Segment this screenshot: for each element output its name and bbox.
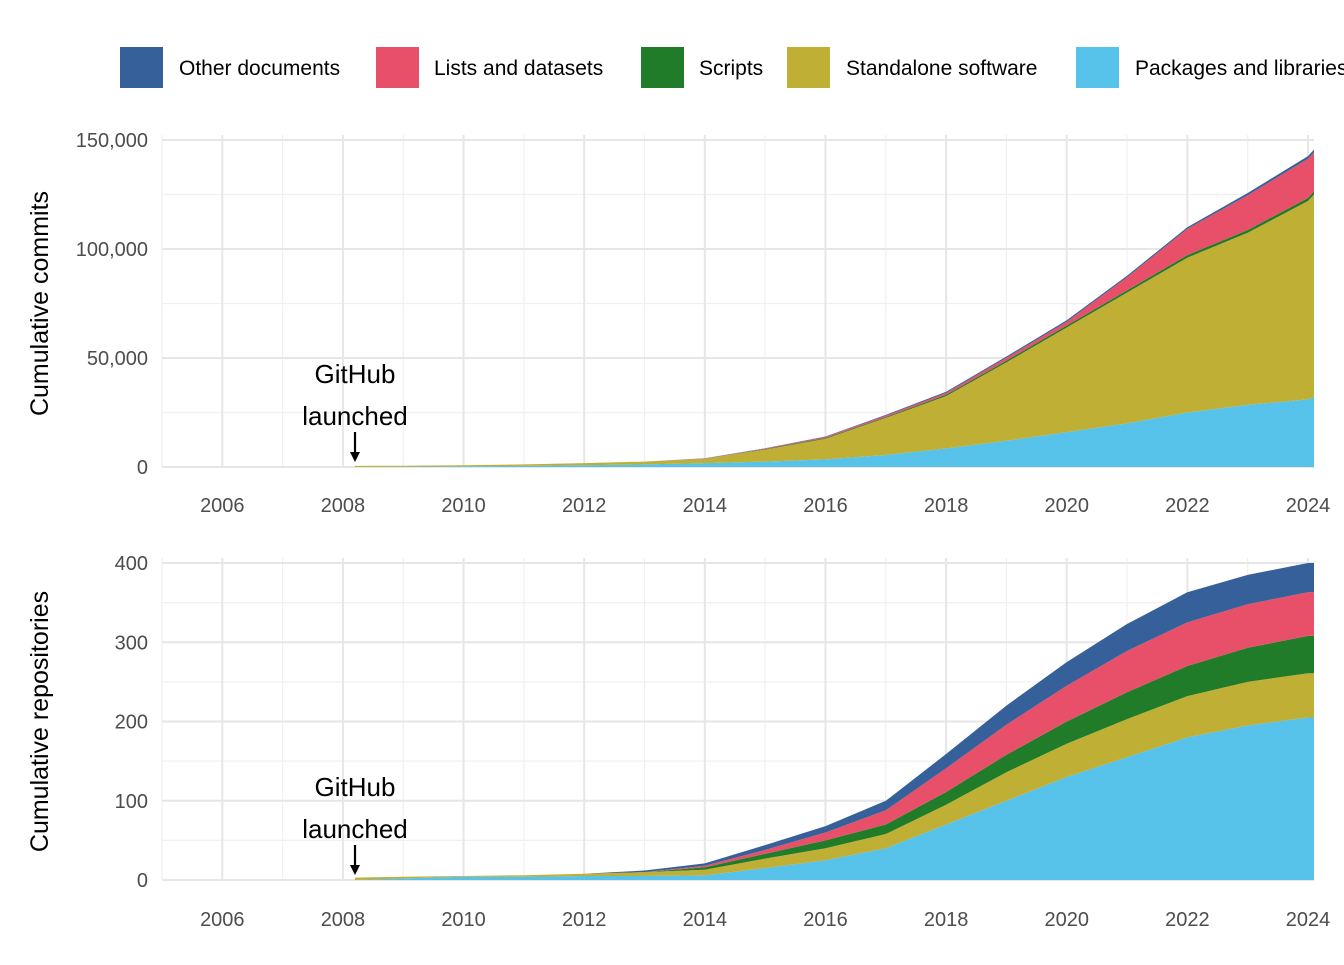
area-standalone-software bbox=[355, 673, 1314, 880]
legend-item: Lists and datasets bbox=[376, 47, 603, 88]
stacked-areas bbox=[355, 149, 1314, 467]
y-tick-label: 50,000 bbox=[87, 348, 148, 370]
x-tick-label: 2022 bbox=[1165, 909, 1210, 931]
legend-swatch bbox=[787, 47, 830, 88]
x-tick-label: 2024 bbox=[1286, 495, 1331, 517]
legend-swatch bbox=[120, 47, 163, 88]
annotation-line: launched bbox=[302, 814, 408, 844]
legend-label: Lists and datasets bbox=[434, 57, 603, 80]
x-tick-label: 2022 bbox=[1165, 495, 1210, 517]
y-axis-title: Cumulative repositories bbox=[26, 591, 54, 852]
y-tick-label: 400 bbox=[115, 553, 148, 575]
x-tick-label: 2016 bbox=[803, 495, 848, 517]
x-tick-label: 2014 bbox=[683, 909, 728, 931]
legend-label: Other documents bbox=[179, 57, 340, 80]
github-annotation: GitHub launched bbox=[302, 359, 408, 462]
x-tick-label: 2020 bbox=[1044, 495, 1089, 517]
y-tick-label: 150,000 bbox=[76, 130, 148, 152]
y-tick-label: 100,000 bbox=[76, 239, 148, 261]
annotation-line: launched bbox=[302, 401, 408, 431]
x-tick-label: 2018 bbox=[924, 909, 969, 931]
annotation-line: GitHub bbox=[315, 359, 396, 389]
annotation-arrow-head bbox=[350, 865, 361, 875]
legend-swatch bbox=[641, 47, 684, 88]
github-annotation: GitHub launched bbox=[302, 772, 408, 875]
x-tick-label: 2024 bbox=[1286, 909, 1331, 931]
area-standalone-software bbox=[355, 194, 1314, 467]
x-tick-label: 2012 bbox=[562, 909, 607, 931]
x-tick-label: 2006 bbox=[200, 909, 245, 931]
area-packages-and-libraries bbox=[355, 397, 1314, 467]
x-tick-label: 2020 bbox=[1044, 909, 1089, 931]
legend-label: Packages and libraries bbox=[1135, 57, 1344, 80]
annotation-arrow-head bbox=[350, 452, 361, 462]
area-other-documents bbox=[355, 563, 1314, 878]
x-tick-label: 2008 bbox=[321, 909, 366, 931]
x-tick-label: 2018 bbox=[924, 495, 969, 517]
x-tick-label: 2016 bbox=[803, 909, 848, 931]
area-packages-and-libraries bbox=[355, 717, 1314, 880]
y-axis: 0 50,000 100,000 150,000 bbox=[76, 130, 148, 479]
x-axis: 2006 2008 2010 2012 2014 2016 2018 2020 2022 2024 bbox=[200, 909, 1330, 931]
y-tick-label: 0 bbox=[137, 457, 148, 479]
x-tick-label: 2008 bbox=[321, 495, 366, 517]
area-scripts bbox=[355, 635, 1314, 878]
legend-item: Other documents bbox=[120, 47, 340, 88]
legend-item: Standalone software bbox=[787, 47, 1037, 88]
x-axis: 2006 2008 2010 2012 2014 2016 2018 2020 2022 2024 bbox=[200, 495, 1330, 517]
annotation-line: GitHub bbox=[315, 772, 396, 802]
legend-swatch bbox=[376, 47, 419, 88]
x-tick-label: 2010 bbox=[441, 495, 486, 517]
y-tick-label: 200 bbox=[115, 712, 148, 734]
x-tick-label: 2006 bbox=[200, 495, 245, 517]
x-tick-label: 2010 bbox=[441, 909, 486, 931]
y-axis-title: Cumulative commits bbox=[26, 191, 54, 416]
legend-label: Scripts bbox=[699, 57, 763, 80]
x-tick-label: 2012 bbox=[562, 495, 607, 517]
y-tick-label: 300 bbox=[115, 632, 148, 654]
legend-label: Standalone software bbox=[846, 57, 1037, 80]
y-tick-label: 100 bbox=[115, 791, 148, 813]
legend: Other documents Lists and datasets Scripts… bbox=[120, 47, 1344, 88]
y-tick-label: 0 bbox=[137, 870, 148, 892]
x-tick-label: 2014 bbox=[683, 495, 728, 517]
legend-swatch bbox=[1076, 47, 1119, 88]
stacked-areas bbox=[355, 563, 1314, 880]
area-lists-and-datasets bbox=[355, 592, 1314, 878]
y-axis: 0 100 200 300 400 bbox=[115, 553, 148, 892]
legend-item: Scripts bbox=[641, 47, 763, 88]
legend-item: Packages and libraries bbox=[1076, 47, 1344, 88]
